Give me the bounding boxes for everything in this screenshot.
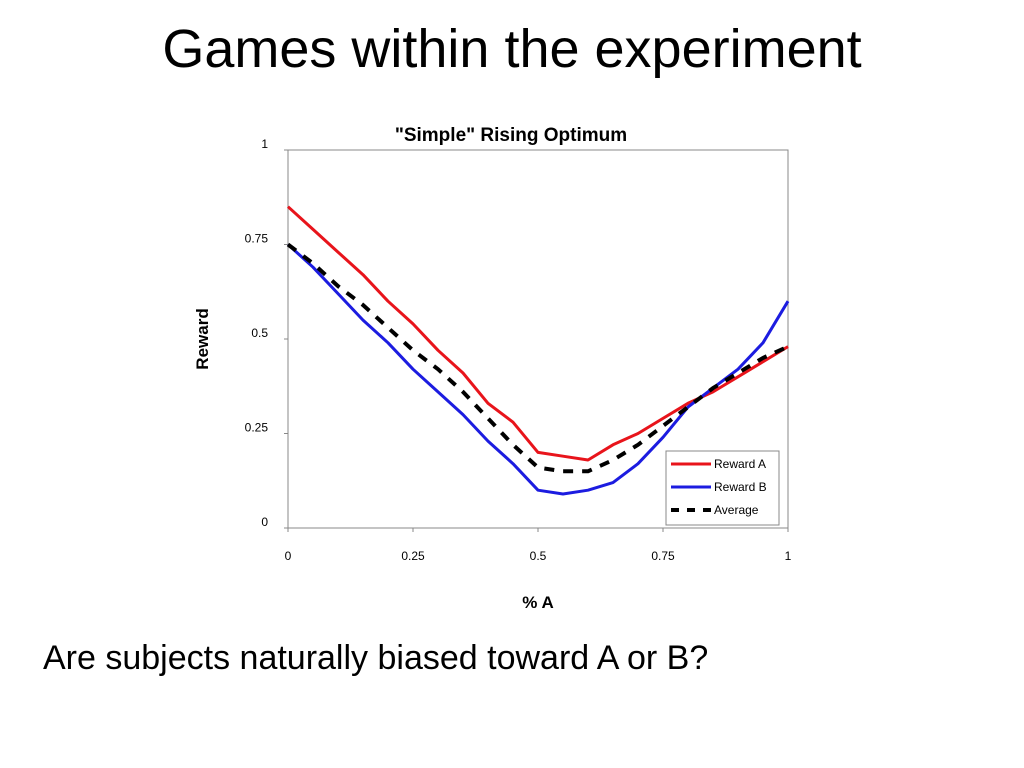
- series-line-reward-b: [286, 243, 790, 496]
- y-axis: 0 0.25 0.5 0.75 1: [245, 137, 288, 529]
- y-tick-label: 0.25: [245, 421, 269, 435]
- legend-label-reward-b: Reward B: [714, 480, 767, 494]
- y-tick-label: 0.75: [245, 232, 269, 246]
- legend-label-average: Average: [714, 503, 759, 517]
- y-tick-label: 1: [261, 137, 268, 151]
- slide-title: Games within the experiment: [162, 19, 862, 79]
- legend: Reward A Reward B Average: [665, 450, 780, 526]
- series-line-average: [286, 242, 789, 474]
- x-axis: 0 0.25 0.5 0.75 1: [285, 528, 792, 563]
- slide-question: Are subjects naturally biased toward A o…: [43, 639, 709, 677]
- x-axis-label: % A: [522, 593, 554, 612]
- series-layer: [286, 205, 790, 496]
- y-tick-label: 0: [261, 515, 268, 529]
- chart-title: "Simple" Rising Optimum: [395, 125, 627, 146]
- x-tick-label: 0: [285, 549, 292, 563]
- legend-label-reward-a: Reward A: [714, 457, 766, 471]
- x-tick-label: 0.75: [651, 549, 675, 563]
- x-tick-label: 0.5: [530, 549, 547, 563]
- y-axis-label: Reward: [193, 308, 212, 369]
- x-tick-label: 1: [785, 549, 792, 563]
- y-tick-label: 0.5: [251, 326, 268, 340]
- series-line-reward-a: [286, 205, 789, 462]
- x-tick-label: 0.25: [401, 549, 425, 563]
